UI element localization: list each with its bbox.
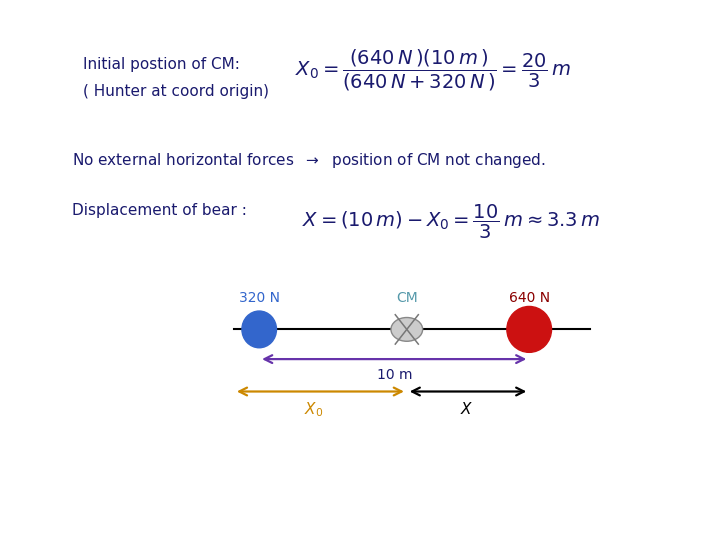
Ellipse shape bbox=[507, 306, 552, 353]
Circle shape bbox=[391, 318, 423, 341]
Text: $X$: $X$ bbox=[460, 401, 473, 417]
Text: No external horizontal forces  $\rightarrow$  position of CM not changed.: No external horizontal forces $\rightarr… bbox=[72, 151, 546, 170]
Text: ( Hunter at coord origin): ( Hunter at coord origin) bbox=[83, 84, 269, 99]
Text: Initial postion of CM:: Initial postion of CM: bbox=[83, 57, 240, 72]
Text: Displacement of bear :: Displacement of bear : bbox=[72, 202, 256, 218]
Ellipse shape bbox=[242, 311, 276, 348]
Text: 640 N: 640 N bbox=[508, 291, 550, 305]
Text: 10 m: 10 m bbox=[377, 368, 413, 382]
Text: $X_0 = \dfrac{(640\,N\,)(10\,m\,)}{(640\,N+320\,N\,)} = \dfrac{20}{3}\,m$: $X_0 = \dfrac{(640\,N\,)(10\,m\,)}{(640\… bbox=[295, 48, 571, 93]
Text: CM: CM bbox=[396, 291, 418, 305]
Text: $X_0$: $X_0$ bbox=[304, 401, 323, 420]
Text: $X = (10\,m) - X_0 = \dfrac{10}{3}\,m \approx 3.3\,m$: $X = (10\,m) - X_0 = \dfrac{10}{3}\,m \a… bbox=[302, 202, 600, 241]
Text: 320 N: 320 N bbox=[239, 291, 279, 305]
